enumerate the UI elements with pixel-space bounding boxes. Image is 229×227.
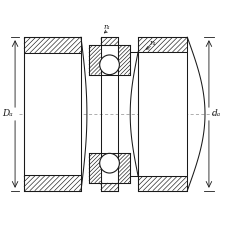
Bar bbox=[118, 45, 130, 75]
Circle shape bbox=[99, 153, 119, 173]
Circle shape bbox=[99, 55, 119, 75]
Bar bbox=[137, 37, 186, 52]
Bar bbox=[88, 153, 100, 183]
Text: Dₐ: Dₐ bbox=[2, 109, 12, 118]
Bar bbox=[100, 183, 118, 191]
Bar bbox=[137, 176, 186, 191]
Bar bbox=[100, 37, 118, 45]
Bar bbox=[24, 37, 81, 53]
Text: dₐ: dₐ bbox=[211, 109, 220, 118]
Bar bbox=[24, 53, 81, 175]
Text: rₐ: rₐ bbox=[103, 23, 110, 31]
Bar bbox=[24, 175, 81, 191]
Bar bbox=[137, 52, 186, 176]
Bar bbox=[88, 45, 100, 75]
Bar bbox=[118, 153, 130, 183]
Text: rₐ: rₐ bbox=[149, 39, 156, 47]
